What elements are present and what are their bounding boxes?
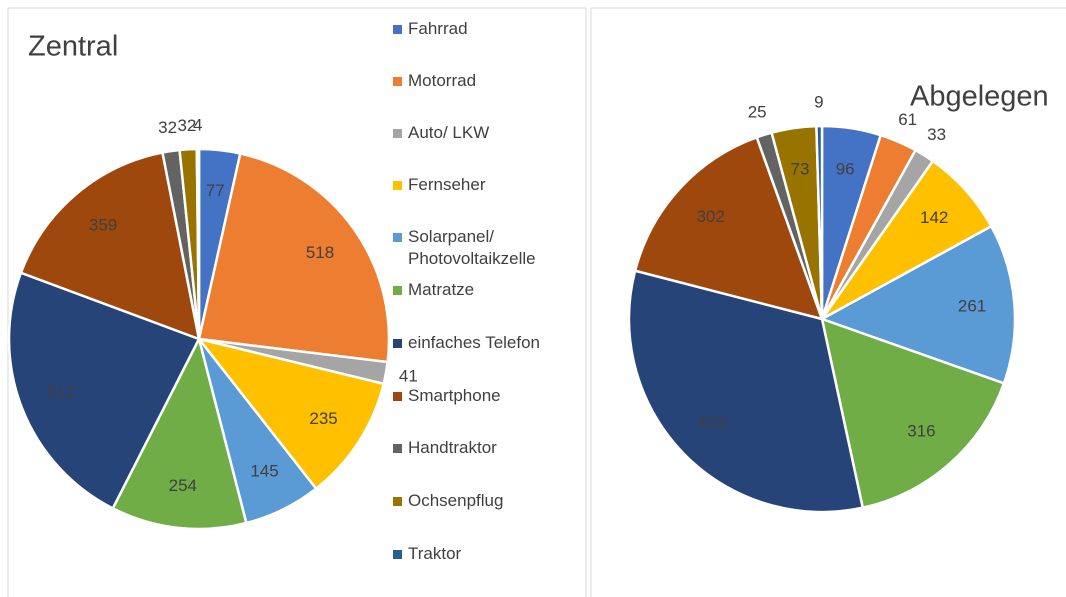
pie-slice [627, 269, 865, 514]
data-label: 32 [177, 116, 196, 135]
pie-slice [818, 224, 1017, 385]
legend-label: Fahrrad [408, 19, 468, 38]
data-label: 4 [193, 116, 202, 135]
data-label: 25 [748, 102, 767, 121]
legend-item: Motorrad [390, 70, 580, 92]
legend-item: Fernseher [390, 174, 580, 196]
data-label: 145 [250, 461, 278, 480]
legend-item: Auto/ LKW [390, 122, 580, 144]
legend-item: Ochsenpflug [390, 490, 580, 512]
legend-label: Motorrad [408, 71, 477, 90]
data-label: 9 [814, 92, 823, 111]
data-label: 77 [206, 181, 225, 200]
data-label: 261 [958, 296, 986, 315]
legend-item: Fahrrad [390, 18, 580, 40]
legend-swatch [393, 550, 402, 559]
legend-swatch [393, 181, 402, 190]
data-label: 518 [306, 243, 334, 262]
data-label: 512 [47, 382, 75, 401]
legend-swatch [393, 497, 402, 506]
pie-slice [7, 271, 201, 511]
legend-swatch [393, 233, 402, 242]
legend-item: Matratze [390, 279, 580, 301]
legend-label: Matratze [408, 280, 475, 299]
legend-label: Handtraktor [408, 438, 497, 457]
legend-swatch [393, 444, 402, 453]
data-label: 96 [836, 160, 855, 179]
pie-slice [195, 336, 386, 491]
legend-label: Traktor [408, 544, 462, 563]
legend-item: Traktor [390, 543, 580, 565]
data-label: 73 [791, 160, 810, 179]
legend-swatch [393, 392, 402, 401]
data-label: 33 [927, 125, 946, 144]
legend-label: Smartphone [408, 386, 501, 405]
legend-label: einfaches Telefon [408, 333, 541, 352]
data-label: 632 [699, 413, 727, 432]
pie-slice [820, 317, 1006, 510]
panel-border [590, 7, 1066, 597]
data-label: 316 [907, 421, 935, 440]
legend-swatch [393, 25, 402, 34]
legend-item: Handtraktor [390, 437, 580, 459]
data-label: 359 [89, 216, 117, 235]
chart-title: Zentral [28, 31, 118, 63]
legend-item: einfaches Telefon [390, 332, 580, 354]
pie-slice [111, 335, 248, 531]
legend-item: Smartphone [390, 385, 580, 407]
legend-label: Auto/ LKW [408, 123, 490, 142]
pie-slice [195, 147, 201, 340]
legend-swatch [393, 77, 402, 86]
data-label: 61 [898, 110, 917, 129]
pie-slice [19, 151, 201, 341]
legend-swatch [393, 286, 402, 295]
legend-label: Solarpanel/ Photovoltaikzelle [408, 227, 536, 268]
legend-swatch [393, 339, 402, 348]
legend-swatch [393, 129, 402, 138]
legend-label: Fernseher [408, 175, 486, 194]
data-label: 41 [399, 367, 418, 386]
data-label: 235 [309, 409, 337, 428]
pie-slice [815, 124, 824, 320]
data-label: 302 [697, 207, 725, 226]
pie-slice [633, 135, 824, 321]
data-label: 142 [920, 208, 948, 227]
legend-label: Ochsenpflug [408, 491, 504, 510]
panel-border [7, 7, 587, 597]
data-label: 254 [169, 476, 197, 495]
pie-slice [197, 152, 391, 364]
chart-title: Abgelegen [910, 81, 1049, 113]
legend-item: Solarpanel/ Photovoltaikzelle [390, 226, 580, 270]
data-label: 32 [158, 118, 177, 137]
